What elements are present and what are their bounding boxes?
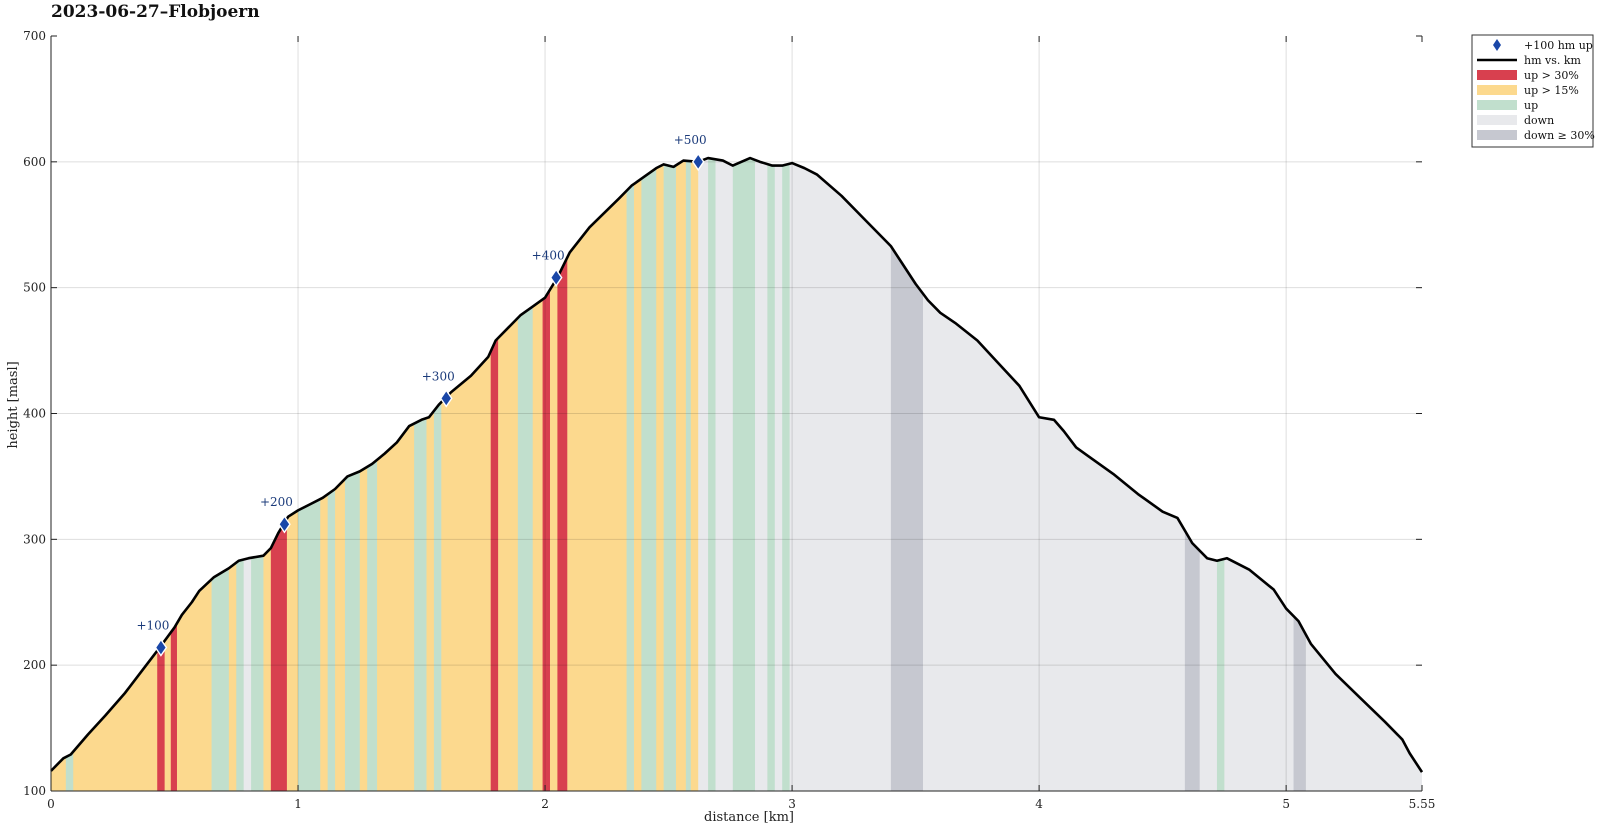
- legend-swatch-down: [1477, 115, 1517, 125]
- band-up15: [359, 158, 368, 791]
- band-up15: [567, 158, 627, 791]
- legend-label: down ≥ 30%: [1524, 129, 1595, 142]
- band-down: [715, 158, 734, 791]
- band-up: [626, 158, 635, 791]
- band-down: [789, 158, 892, 791]
- legend-label: up: [1524, 99, 1538, 112]
- x-tick-label: 3: [788, 797, 796, 811]
- y-tick-label: 100: [23, 784, 46, 798]
- band-up: [732, 158, 756, 791]
- band-up: [641, 158, 657, 791]
- series-line: [50, 156, 1424, 773]
- band-up: [782, 158, 791, 791]
- band-up15: [656, 158, 665, 791]
- legend-swatch-down30: [1477, 130, 1517, 140]
- x-tick-label: 4: [1035, 797, 1043, 811]
- band-up15: [633, 158, 642, 791]
- band-up: [663, 158, 677, 791]
- y-axis-label: height [masl]: [6, 361, 21, 448]
- band-up30: [490, 158, 499, 791]
- chart-title: 2023-06-27–Flobjoern: [51, 2, 260, 22]
- legend-label: up > 30%: [1524, 69, 1579, 82]
- y-tick-label: 400: [23, 407, 46, 421]
- band-up: [517, 158, 534, 791]
- x-tick-label: 1: [294, 797, 302, 811]
- band-up15: [549, 158, 558, 791]
- hm-marker-label: +500: [674, 133, 707, 147]
- hm-marker: [439, 389, 453, 408]
- hm-marker-label: +100: [136, 619, 169, 633]
- grid-lines: [51, 36, 1422, 791]
- band-up: [767, 158, 776, 791]
- band-down: [698, 158, 709, 791]
- elevation-line: [50, 156, 1424, 773]
- legend: +100 hm up hm vs. km up > 30% up > 15% up dow…: [1471, 34, 1595, 148]
- hm-marker: [691, 152, 705, 172]
- hm-marker-label: +300: [422, 369, 455, 383]
- x-tick-label: 2: [541, 797, 549, 811]
- y-tick-label: 200: [23, 658, 46, 672]
- band-up30: [557, 158, 568, 791]
- x-tick-label: 0: [47, 797, 55, 811]
- legend-label: down: [1524, 114, 1554, 127]
- hm-markers: +100 +200 +300 +400 +500: [136, 133, 707, 657]
- band-up30: [542, 158, 551, 791]
- axes: 0 1 2 3 4 5 5.55 100 200 300 400 500 600 700: [23, 29, 1435, 811]
- band-up: [685, 158, 692, 791]
- x-tick-label: 5.55: [1409, 797, 1436, 811]
- y-tick-label: 500: [23, 281, 46, 295]
- hm-marker: [549, 268, 563, 287]
- legend-label: hm vs. km: [1524, 54, 1582, 67]
- band-up: [367, 158, 378, 791]
- legend-swatch-up30: [1477, 70, 1517, 80]
- band-up: [433, 158, 442, 791]
- x-axis-label: distance [km]: [704, 810, 794, 825]
- band-up: [708, 158, 716, 791]
- legend-marker-icon: [1493, 39, 1501, 51]
- band-up15: [426, 158, 435, 791]
- y-tick-label: 300: [23, 532, 46, 546]
- hm-marker-label: +400: [532, 249, 565, 263]
- band-down: [774, 158, 783, 791]
- legend-label: +100 hm up: [1524, 39, 1593, 52]
- y-tick-label: 600: [23, 155, 46, 169]
- band-up15: [532, 158, 543, 791]
- hm-marker: [278, 514, 291, 534]
- x-tick-label: 5: [1282, 797, 1290, 811]
- legend-swatch-up15: [1477, 85, 1517, 95]
- hm-marker: [154, 638, 168, 657]
- y-tick-label: 700: [23, 29, 46, 43]
- axis-labels: distance [km] height [masl]: [6, 361, 794, 825]
- band-down: [755, 158, 768, 791]
- hm-marker-label: +200: [260, 495, 293, 509]
- legend-swatch-up: [1477, 100, 1517, 110]
- band-up15: [690, 158, 699, 791]
- band-up15: [675, 158, 687, 791]
- legend-label: up > 15%: [1524, 84, 1579, 97]
